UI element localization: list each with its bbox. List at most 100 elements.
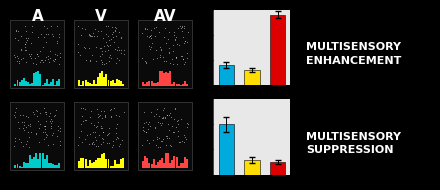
Point [56, 55, 63, 58]
Point [22, 142, 29, 145]
Point [166, 136, 173, 139]
Point [44, 32, 51, 36]
Bar [50, 163, 52, 168]
Point [50, 131, 57, 135]
Bar [106, 74, 107, 86]
Point [156, 115, 163, 118]
Bar [35, 72, 37, 86]
Point [94, 121, 101, 124]
Point [81, 138, 88, 141]
Point [176, 140, 183, 143]
Point [101, 109, 108, 112]
Point [101, 49, 108, 52]
Point [34, 35, 41, 38]
Point [34, 110, 41, 113]
Point [24, 124, 31, 127]
Point [89, 32, 96, 35]
Point [41, 127, 48, 130]
Bar [161, 158, 163, 168]
Point [147, 110, 154, 113]
Point [47, 56, 54, 59]
Point [166, 144, 173, 147]
Point [175, 119, 182, 122]
Point [86, 60, 93, 63]
Point [106, 56, 113, 59]
Point [56, 127, 63, 130]
Point [144, 123, 151, 126]
Point [170, 31, 177, 34]
Point [88, 142, 95, 145]
Point [77, 53, 84, 56]
Point [24, 39, 31, 42]
Point [175, 26, 182, 29]
Point [46, 61, 53, 64]
Bar [48, 84, 50, 86]
Point [113, 48, 120, 51]
Bar [91, 163, 93, 168]
Bar [169, 71, 171, 86]
Bar [21, 80, 22, 86]
Point [55, 124, 62, 127]
Point [117, 48, 125, 51]
Point [22, 126, 29, 129]
Bar [46, 155, 48, 168]
Point [143, 60, 150, 63]
Bar [23, 78, 25, 86]
Text: A: A [31, 9, 43, 24]
Point [144, 128, 151, 131]
Point [143, 130, 150, 133]
Point [160, 107, 167, 110]
Bar [29, 85, 31, 86]
Bar [46, 79, 48, 86]
Bar [17, 164, 18, 168]
Point [171, 108, 178, 111]
Point [49, 134, 56, 137]
Point [17, 48, 24, 51]
Point [48, 118, 55, 121]
Point [140, 129, 147, 132]
Bar [31, 159, 33, 168]
Bar [157, 82, 159, 86]
Point [101, 63, 108, 66]
Bar [180, 85, 182, 86]
Point [22, 43, 29, 46]
Bar [122, 84, 124, 86]
Point [169, 130, 176, 133]
Point [180, 140, 187, 143]
Bar [184, 157, 186, 168]
Bar [103, 77, 105, 86]
Point [98, 30, 105, 33]
Point [91, 123, 98, 126]
Point [94, 115, 101, 118]
Point [178, 139, 185, 142]
Point [15, 127, 22, 130]
Point [82, 119, 89, 122]
Point [148, 29, 155, 32]
Point [11, 113, 18, 116]
Point [158, 139, 165, 142]
Bar [89, 83, 91, 86]
Point [112, 138, 119, 141]
Point [43, 55, 50, 59]
Point [79, 27, 86, 30]
Point [108, 32, 115, 35]
Point [149, 57, 156, 60]
FancyBboxPatch shape [10, 20, 64, 88]
Bar [81, 85, 82, 86]
Point [18, 35, 25, 38]
Point [154, 120, 161, 124]
Point [159, 116, 166, 120]
Point [160, 108, 167, 111]
Point [41, 124, 48, 127]
Point [184, 56, 191, 59]
Bar [101, 71, 103, 86]
Point [89, 140, 96, 143]
Bar [52, 79, 54, 86]
Bar [219, 65, 234, 86]
Point [110, 107, 117, 110]
Point [146, 35, 153, 38]
Point [147, 34, 154, 37]
Point [167, 145, 174, 148]
Bar [148, 163, 150, 168]
Point [112, 62, 119, 65]
